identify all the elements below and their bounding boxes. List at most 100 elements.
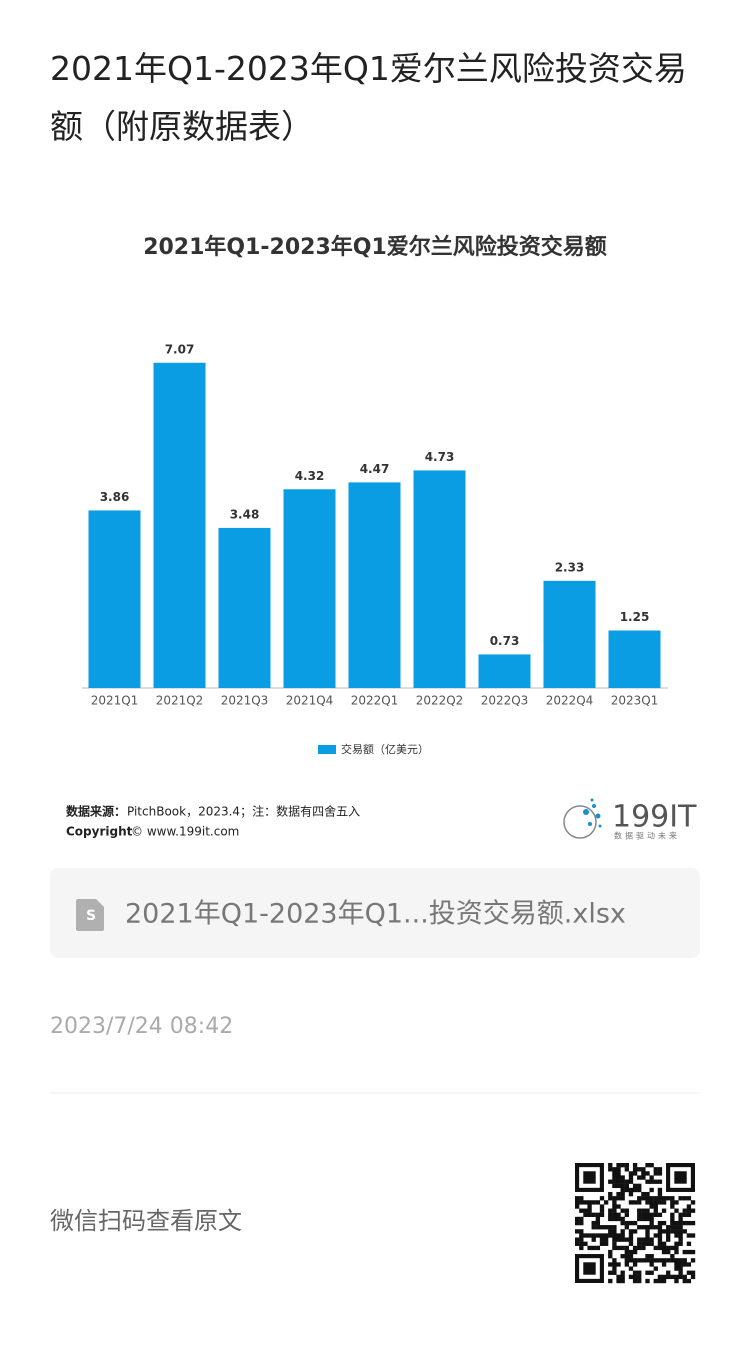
qr-module: [624, 1167, 629, 1172]
qr-module: [686, 1220, 692, 1226]
qr-module: [637, 1200, 642, 1205]
qr-module: [595, 1220, 601, 1226]
qr-module: [645, 1191, 650, 1197]
qr-module: [575, 1200, 580, 1205]
qr-module: [632, 1270, 638, 1275]
qr-module: [628, 1200, 634, 1205]
qr-module: [649, 1262, 654, 1267]
attachment-card[interactable]: [50, 868, 700, 958]
qr-module: [632, 1262, 638, 1267]
qr-module: [666, 1196, 671, 1201]
qr-module: [599, 1225, 605, 1230]
qr-module: [628, 1191, 634, 1197]
qr-module: [674, 1274, 679, 1280]
qr-module: [678, 1270, 683, 1275]
qr-module: [612, 1171, 617, 1176]
qr-module: [624, 1208, 629, 1213]
qr-module: [682, 1278, 687, 1284]
qr-module: [620, 1208, 625, 1213]
article-title: 2021年Q1-2023年Q1爱尔兰风险投资交易额（附原数据表）: [50, 49, 687, 146]
qr-module: [649, 1179, 654, 1184]
qr-module: [649, 1163, 654, 1168]
qr-module: [641, 1208, 646, 1213]
attachment-filename[interactable]: 2021年Q1-2023年Q1...投资交易额.xlsx: [125, 899, 626, 930]
qr-module: [612, 1216, 617, 1222]
qr-module: [678, 1262, 683, 1267]
qr-module: [670, 1220, 675, 1226]
qr-module: [657, 1196, 663, 1201]
qr-module: [674, 1225, 679, 1230]
qr-module: [620, 1187, 625, 1193]
qr-module: [591, 1233, 596, 1238]
qr-module: [674, 1262, 679, 1267]
bar: [348, 482, 401, 688]
qr-module: [603, 1237, 609, 1242]
qr-module: [686, 1262, 692, 1267]
qr-module: [616, 1245, 621, 1251]
qr-module: [632, 1200, 638, 1205]
qr-module: [686, 1270, 692, 1275]
qr-module: [637, 1270, 642, 1275]
qr-module: [637, 1212, 642, 1217]
x-tick-label: 2022Q1: [351, 694, 399, 708]
qr-module: [657, 1258, 663, 1263]
qr-module: [690, 1258, 696, 1263]
qr-module: [632, 1163, 638, 1168]
qr-module: [579, 1200, 584, 1205]
qr-module: [641, 1216, 646, 1222]
qr-module: [608, 1216, 613, 1222]
qr-module: [653, 1196, 658, 1201]
qr-module: [678, 1266, 683, 1271]
qr-module: [678, 1220, 683, 1226]
qr-module: [649, 1270, 654, 1275]
qr-module: [628, 1266, 634, 1271]
qr-module: [649, 1220, 654, 1226]
qr-module: [657, 1191, 663, 1197]
qr-module: [612, 1237, 617, 1242]
bar: [283, 489, 336, 688]
qr-module: [624, 1179, 629, 1184]
qr-module: [657, 1200, 663, 1205]
qr-module: [632, 1171, 638, 1176]
qr-module: [637, 1183, 642, 1189]
qr-module: [616, 1179, 621, 1184]
qr-module: [608, 1254, 613, 1259]
qr-module: [641, 1191, 646, 1197]
qr-module: [603, 1233, 609, 1238]
bar: [413, 470, 466, 688]
qr-module: [620, 1270, 625, 1275]
qr-module: [674, 1233, 679, 1238]
qr-module: [595, 1225, 601, 1230]
qr-module: [645, 1254, 650, 1259]
qr-module: [612, 1241, 617, 1246]
qr-module: [682, 1208, 687, 1213]
qr-module: [645, 1163, 650, 1168]
qr-module: [637, 1187, 642, 1193]
qr-module: [682, 1274, 687, 1280]
qr-module: [637, 1167, 642, 1172]
qr-module: [628, 1258, 634, 1263]
qr-module: [624, 1212, 629, 1217]
qr-module: [657, 1220, 663, 1226]
qr-module: [583, 1212, 588, 1217]
qr-module: [616, 1191, 621, 1197]
qr-module: [608, 1196, 613, 1201]
qr-module: [678, 1225, 683, 1230]
qr-module: [616, 1216, 621, 1222]
qr-module: [620, 1274, 625, 1280]
qr-module: [674, 1249, 679, 1255]
qr-module: [637, 1225, 642, 1230]
qr-module: [657, 1167, 663, 1172]
qr-module: [678, 1237, 683, 1242]
logo-slogan: 数据驱动未来: [614, 831, 680, 841]
qr-module: [637, 1245, 642, 1251]
qr-module: [637, 1196, 642, 1201]
qr-module: [616, 1204, 621, 1209]
qr-module: [645, 1233, 650, 1238]
qr-module: [645, 1200, 650, 1205]
qr-module: [608, 1278, 613, 1284]
qr-module: [579, 1245, 584, 1251]
qr-module: [661, 1245, 667, 1251]
qr-module: [670, 1245, 675, 1251]
qr-module: [575, 1196, 580, 1201]
